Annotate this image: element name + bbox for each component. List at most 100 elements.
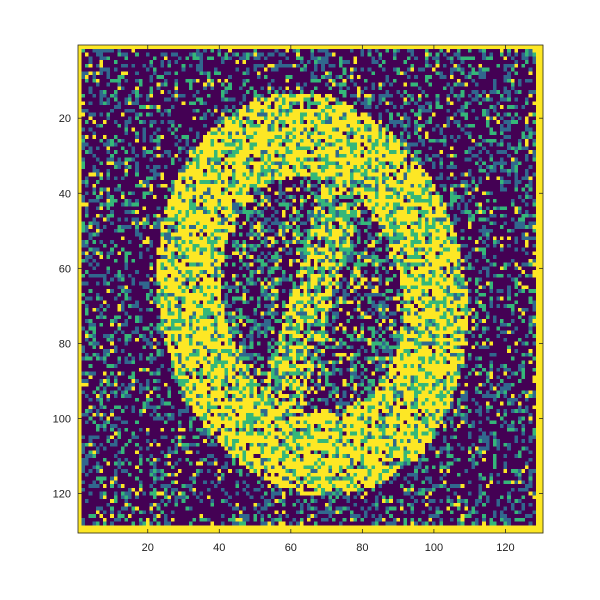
heatmap-cell <box>281 71 286 76</box>
heatmap-cell <box>131 71 136 76</box>
heatmap-cell <box>242 165 247 170</box>
heatmap-cell <box>281 116 286 121</box>
heatmap-cell <box>528 153 533 158</box>
heatmap-cell <box>163 60 168 65</box>
heatmap-cell <box>306 75 311 80</box>
heatmap-cell <box>432 183 437 188</box>
heatmap-cell <box>378 146 383 151</box>
heatmap-cell <box>478 116 483 121</box>
heatmap-cell <box>260 180 265 185</box>
heatmap-cell <box>131 78 136 83</box>
heatmap-cell <box>310 172 315 177</box>
heatmap-cell <box>113 138 118 143</box>
heatmap-cell <box>188 75 193 80</box>
heatmap-cell <box>450 157 454 162</box>
heatmap-cell <box>314 75 319 80</box>
heatmap-cell <box>253 168 258 173</box>
heatmap-cell <box>156 161 161 166</box>
heatmap-cell <box>196 67 200 72</box>
heatmap-cell <box>360 165 365 170</box>
heatmap-cell <box>432 82 437 87</box>
heatmap-cell <box>414 67 419 72</box>
heatmap-cell <box>203 101 208 106</box>
heatmap-cell <box>475 90 479 95</box>
heatmap-cell <box>142 97 147 102</box>
heatmap-cell <box>85 176 90 181</box>
heatmap-cell <box>221 187 226 192</box>
heatmap-cell <box>124 150 129 155</box>
heatmap-cell <box>120 75 125 80</box>
heatmap-cell <box>289 60 293 65</box>
heatmap-cell <box>267 108 272 113</box>
heatmap-cell <box>196 176 200 181</box>
heatmap-cell <box>221 135 226 140</box>
heatmap-cell <box>145 101 150 106</box>
heatmap-cell <box>285 127 290 132</box>
heatmap-cell <box>149 131 154 136</box>
heatmap-cell <box>153 82 158 87</box>
heatmap-cell <box>532 138 537 143</box>
heatmap-cell <box>385 172 390 177</box>
heatmap-cell <box>153 176 158 181</box>
heatmap-cell <box>446 150 451 155</box>
heatmap-cell <box>135 48 140 53</box>
heatmap-cell <box>371 172 376 177</box>
heatmap-cell <box>532 67 537 72</box>
heatmap-cell <box>228 78 233 83</box>
heatmap-cell <box>113 146 118 151</box>
heatmap-cell <box>203 116 208 121</box>
heatmap-cell <box>399 180 404 185</box>
heatmap-cell <box>492 127 497 132</box>
heatmap-cell <box>271 67 276 72</box>
heatmap-cell <box>153 187 158 192</box>
heatmap-cell <box>81 180 86 185</box>
heatmap-cell <box>478 86 483 91</box>
heatmap-cell <box>281 135 286 140</box>
heatmap-cell <box>106 105 111 110</box>
heatmap-cell <box>124 60 129 65</box>
heatmap-cell <box>417 138 422 143</box>
heatmap-cell <box>389 82 394 87</box>
heatmap-cell <box>188 183 193 188</box>
heatmap-cell <box>185 86 190 91</box>
heatmap-cell <box>278 60 283 65</box>
heatmap-cell <box>156 90 161 95</box>
heatmap-cell <box>460 146 465 151</box>
heatmap-cell <box>174 120 179 125</box>
heatmap-cell <box>221 48 226 53</box>
heatmap-cell <box>120 105 125 110</box>
heatmap-cell <box>117 168 122 173</box>
heatmap-cell <box>335 165 340 170</box>
heatmap-cell <box>185 180 190 185</box>
heatmap-cell <box>110 108 115 113</box>
heatmap-cell <box>264 142 268 147</box>
heatmap-cell <box>421 56 426 61</box>
heatmap-cell <box>342 101 347 106</box>
heatmap-cell <box>131 60 136 65</box>
heatmap-cell <box>310 176 315 181</box>
heatmap-cell <box>224 183 229 188</box>
heatmap-cell <box>500 82 505 87</box>
heatmap-cell <box>256 180 261 185</box>
heatmap-cell <box>281 63 286 68</box>
heatmap-cell <box>450 63 454 68</box>
heatmap-cell <box>539 142 544 147</box>
heatmap-cell <box>328 116 333 121</box>
heatmap-cell <box>475 172 479 177</box>
heatmap-cell <box>517 116 522 121</box>
heatmap-cell <box>281 165 286 170</box>
heatmap-cell <box>156 82 161 87</box>
heatmap-cell <box>475 146 479 151</box>
heatmap-cell <box>314 168 319 173</box>
heatmap-cell <box>92 52 97 57</box>
heatmap-cell <box>446 93 451 98</box>
heatmap-cell <box>314 82 319 87</box>
heatmap-cell <box>278 97 283 102</box>
heatmap-cell <box>396 183 401 188</box>
heatmap-cell <box>342 135 347 140</box>
heatmap-cell <box>260 176 265 181</box>
heatmap-cell <box>349 86 354 91</box>
heatmap-cell <box>539 93 544 98</box>
heatmap-cell <box>310 183 315 188</box>
heatmap-cell <box>278 108 283 113</box>
